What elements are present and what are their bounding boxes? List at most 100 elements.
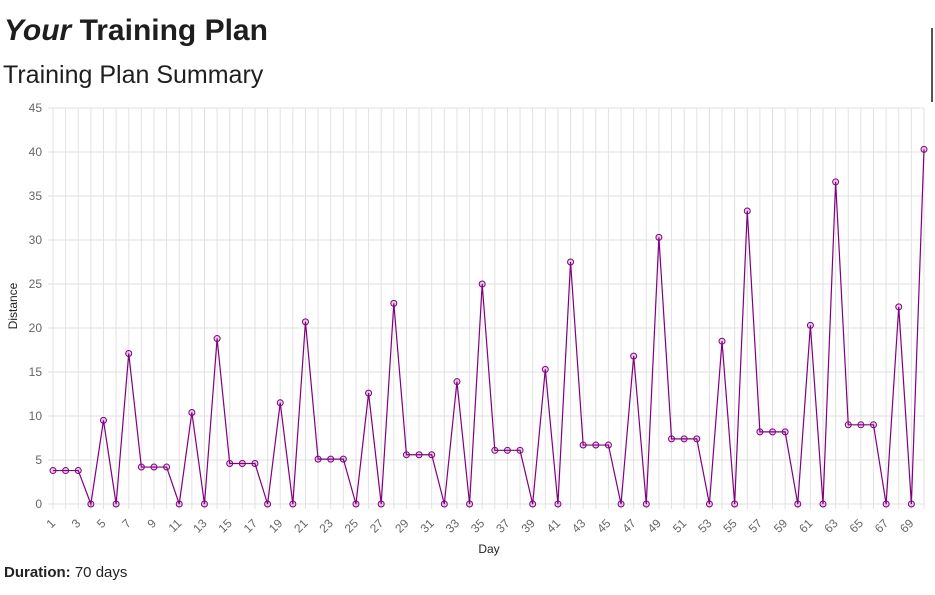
x-tick-label: 63 xyxy=(821,516,841,536)
data-point xyxy=(592,441,600,449)
x-tick-label: 1 xyxy=(43,516,58,531)
data-point xyxy=(907,500,915,508)
x-tick-label: 61 xyxy=(796,516,816,536)
data-point xyxy=(74,467,82,475)
data-point xyxy=(466,500,474,508)
x-tick-label: 59 xyxy=(771,516,791,536)
x-tick-label: 33 xyxy=(443,516,463,536)
data-point xyxy=(680,435,688,443)
data-point xyxy=(440,500,448,508)
x-axis-ticks: 1 3 5 7 9 11 13 15 17 19 21 23 25 27 29 31 33 35 37 39 41 43 4… xyxy=(43,516,916,536)
y-tick-label: 10 xyxy=(29,409,43,423)
x-tick-label: 31 xyxy=(417,516,437,536)
chart-grid xyxy=(48,107,925,509)
x-tick-label: 9 xyxy=(144,516,159,531)
data-point xyxy=(718,337,726,345)
x-tick-label: 39 xyxy=(518,516,538,536)
y-tick-label: 35 xyxy=(29,189,43,203)
x-tick-label: 65 xyxy=(847,516,867,536)
data-point xyxy=(756,428,764,436)
x-tick-label: 7 xyxy=(119,516,134,531)
data-point xyxy=(377,500,385,508)
data-point xyxy=(844,421,852,429)
x-tick-label: 37 xyxy=(493,516,513,536)
data-point xyxy=(314,455,322,463)
y-tick-label: 15 xyxy=(29,365,43,379)
x-tick-label: 21 xyxy=(291,516,311,536)
data-point xyxy=(87,500,95,508)
x-tick-label: 19 xyxy=(266,516,286,536)
data-point xyxy=(503,446,511,454)
data-point xyxy=(630,352,638,360)
data-point xyxy=(705,500,713,508)
y-axis-label: Distance xyxy=(6,282,20,329)
data-point xyxy=(516,446,524,454)
x-tick-label: 15 xyxy=(215,516,235,536)
data-point xyxy=(781,428,789,436)
data-point xyxy=(289,500,297,508)
data-point xyxy=(365,389,373,397)
y-tick-label: 40 xyxy=(29,145,43,159)
scrollbar-thumb[interactable] xyxy=(931,28,933,102)
data-point xyxy=(554,500,562,508)
y-axis-ticks: 0 5 10 15 20 25 30 35 40 45 xyxy=(29,101,43,511)
data-point xyxy=(390,299,398,307)
x-tick-label: 3 xyxy=(69,516,84,531)
data-point xyxy=(339,455,347,463)
x-tick-label: 55 xyxy=(720,516,740,536)
data-point xyxy=(428,451,436,459)
y-tick-label: 0 xyxy=(35,497,42,511)
data-point xyxy=(264,500,272,508)
data-point xyxy=(832,178,840,186)
data-point xyxy=(301,318,309,326)
data-point xyxy=(62,467,70,475)
data-point xyxy=(567,258,575,266)
y-tick-label: 25 xyxy=(29,277,43,291)
y-tick-label: 20 xyxy=(29,321,43,335)
x-tick-label: 57 xyxy=(746,516,766,536)
x-tick-label: 51 xyxy=(670,516,690,536)
x-tick-label: 67 xyxy=(872,516,892,536)
data-point xyxy=(99,416,107,424)
duration-value: 70 days xyxy=(74,564,128,581)
data-point xyxy=(731,500,739,508)
duration-label: Duration: xyxy=(4,564,71,581)
data-point xyxy=(137,463,145,471)
data-point xyxy=(163,463,171,471)
data-point xyxy=(327,455,335,463)
data-point xyxy=(604,441,612,449)
data-point xyxy=(743,207,751,215)
x-tick-label: 45 xyxy=(594,516,614,536)
data-point xyxy=(491,446,499,454)
x-tick-label: 11 xyxy=(166,516,185,535)
data-point xyxy=(920,145,928,153)
x-axis-label: Day xyxy=(478,542,499,556)
data-point xyxy=(655,233,663,241)
data-point xyxy=(276,399,284,407)
page-heading: Your Training Plan xyxy=(4,14,268,48)
data-point xyxy=(642,500,650,508)
series-line xyxy=(53,149,925,507)
distance-series xyxy=(49,145,928,508)
heading-emphasis: Your xyxy=(4,14,72,47)
x-tick-label: 29 xyxy=(392,516,412,536)
data-point xyxy=(857,421,865,429)
data-point xyxy=(541,365,549,373)
y-tick-label: 45 xyxy=(29,101,43,115)
heading-text: Training Plan xyxy=(79,14,268,47)
x-tick-label: 43 xyxy=(569,516,589,536)
data-point xyxy=(125,350,133,358)
x-tick-label: 27 xyxy=(367,516,387,536)
x-tick-label: 23 xyxy=(316,516,336,536)
data-point xyxy=(668,435,676,443)
y-tick-label: 5 xyxy=(35,453,42,467)
data-point xyxy=(402,451,410,459)
x-tick-label: 69 xyxy=(897,516,917,536)
x-tick-label: 49 xyxy=(645,516,665,536)
data-point xyxy=(175,500,183,508)
x-tick-label: 53 xyxy=(695,516,715,536)
x-tick-label: 47 xyxy=(619,516,639,536)
x-tick-label: 17 xyxy=(241,516,261,536)
y-tick-label: 30 xyxy=(29,233,43,247)
